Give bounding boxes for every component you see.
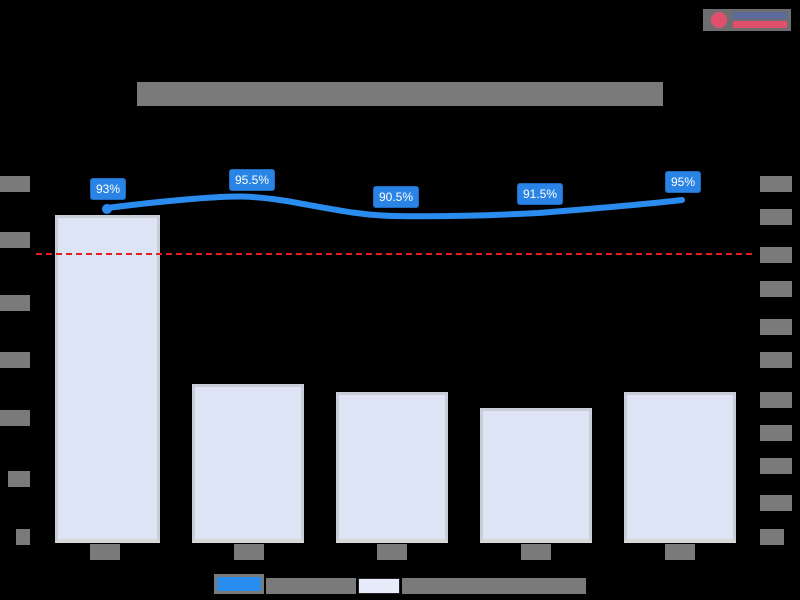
logo-text-top xyxy=(733,12,787,19)
bar-2 xyxy=(192,384,304,543)
data-label: 95.5% xyxy=(229,169,276,191)
legend-line-swatch xyxy=(214,574,264,594)
left-axis-tick xyxy=(16,529,30,545)
data-label: 93% xyxy=(90,178,127,200)
bar-3 xyxy=(336,392,448,543)
data-label: 90.5% xyxy=(373,186,420,208)
right-axis-tick xyxy=(760,319,792,335)
chart-title: [redacted] xyxy=(137,82,663,106)
x-axis-label xyxy=(377,544,407,560)
data-label: 95% xyxy=(665,171,702,193)
left-axis-tick xyxy=(0,352,30,368)
right-axis-tick xyxy=(760,425,792,441)
right-axis-tick xyxy=(760,458,792,474)
data-label: 91.5% xyxy=(517,183,564,205)
right-axis-tick xyxy=(760,495,792,511)
bar-5 xyxy=(624,392,736,543)
bar-4 xyxy=(480,408,592,543)
x-axis-label xyxy=(234,544,264,560)
right-axis-tick xyxy=(760,209,792,225)
right-axis-tick xyxy=(760,281,792,297)
logo-text-bottom xyxy=(733,21,787,28)
legend-label-line xyxy=(266,578,356,594)
logo-mark-icon xyxy=(711,12,727,28)
legend-label-bar xyxy=(402,578,586,594)
x-axis-label xyxy=(521,544,551,560)
right-axis-tick xyxy=(760,392,792,408)
bar-1 xyxy=(55,215,160,543)
left-axis-tick xyxy=(0,176,30,192)
left-axis-tick xyxy=(0,295,30,311)
left-axis-tick xyxy=(8,471,30,487)
left-axis-tick xyxy=(0,410,30,426)
reference-line xyxy=(36,253,752,255)
right-axis-tick xyxy=(760,352,792,368)
x-axis-label xyxy=(665,544,695,560)
right-axis-tick xyxy=(760,176,792,192)
legend-bar-swatch xyxy=(358,578,400,594)
x-axis-label xyxy=(90,544,120,560)
left-axis-tick xyxy=(0,232,30,248)
right-axis-tick xyxy=(760,247,792,263)
brand-logo xyxy=(703,9,791,31)
right-axis-tick xyxy=(760,529,784,545)
